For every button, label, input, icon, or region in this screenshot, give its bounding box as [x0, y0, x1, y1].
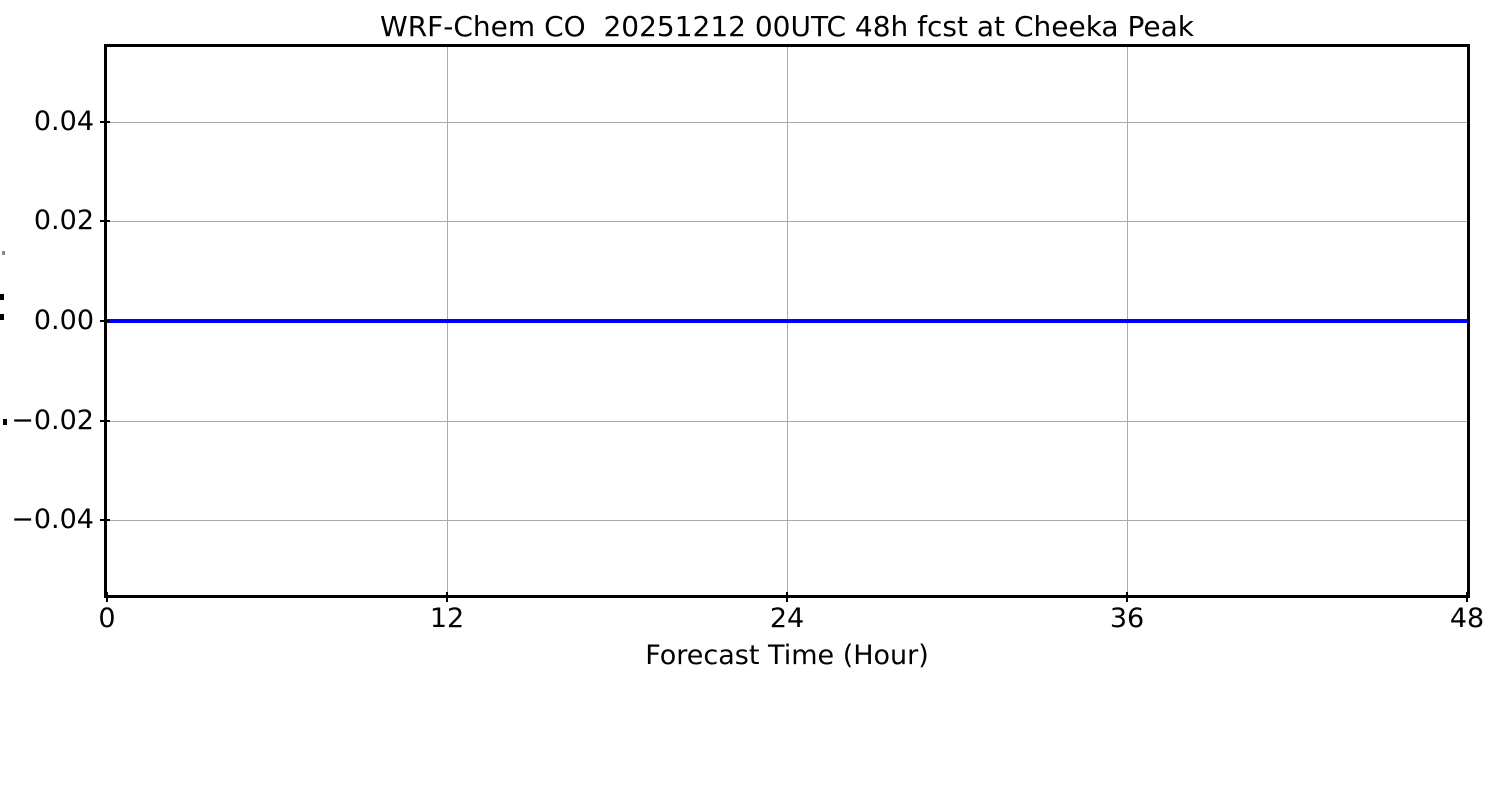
gridline-horizontal — [107, 520, 1467, 522]
y-tick-label: 0.00 — [33, 305, 94, 336]
gridline-horizontal — [107, 121, 1467, 123]
x-tick-label: 36 — [1109, 603, 1145, 634]
y-axis-label-fragment — [0, 314, 4, 320]
y-tick-mark — [100, 419, 110, 422]
gridline-horizontal — [107, 221, 1467, 223]
x-tick-mark — [106, 592, 108, 602]
y-tick-mark — [100, 320, 110, 322]
x-tick-mark — [1126, 592, 1128, 602]
y-tick-label: 0.04 — [33, 105, 94, 137]
y-axis-label-fragment — [3, 419, 7, 425]
x-tick-mark — [1466, 592, 1468, 602]
x-tick-label: 0 — [98, 603, 116, 634]
x-axis-label: Forecast Time (Hour) — [645, 640, 929, 671]
x-tick-label: 24 — [769, 603, 805, 634]
chart-title: WRF-Chem CO 20251212 00UTC 48h fcst at C… — [380, 10, 1194, 43]
y-tick-mark — [100, 220, 110, 223]
y-tick-label: −0.02 — [11, 404, 94, 436]
series-layer — [107, 47, 1467, 595]
x-tick-mark — [786, 592, 788, 602]
x-tick-label: 12 — [429, 603, 465, 634]
y-tick-mark — [100, 519, 110, 522]
x-tick-label: 48 — [1449, 603, 1485, 634]
x-tick-mark — [446, 592, 448, 602]
gridline-horizontal — [107, 420, 1467, 422]
y-axis-label-fragment — [0, 294, 4, 300]
y-axis-label-fragment — [2, 251, 5, 255]
y-tick-label: −0.04 — [11, 504, 94, 536]
y-tick-label: 0.02 — [33, 205, 94, 237]
y-tick-mark — [100, 120, 110, 123]
plot-area: 0 12 24 36 48 0.04 0.02 0.00 −0.02 −0.04 — [11, 44, 1484, 634]
